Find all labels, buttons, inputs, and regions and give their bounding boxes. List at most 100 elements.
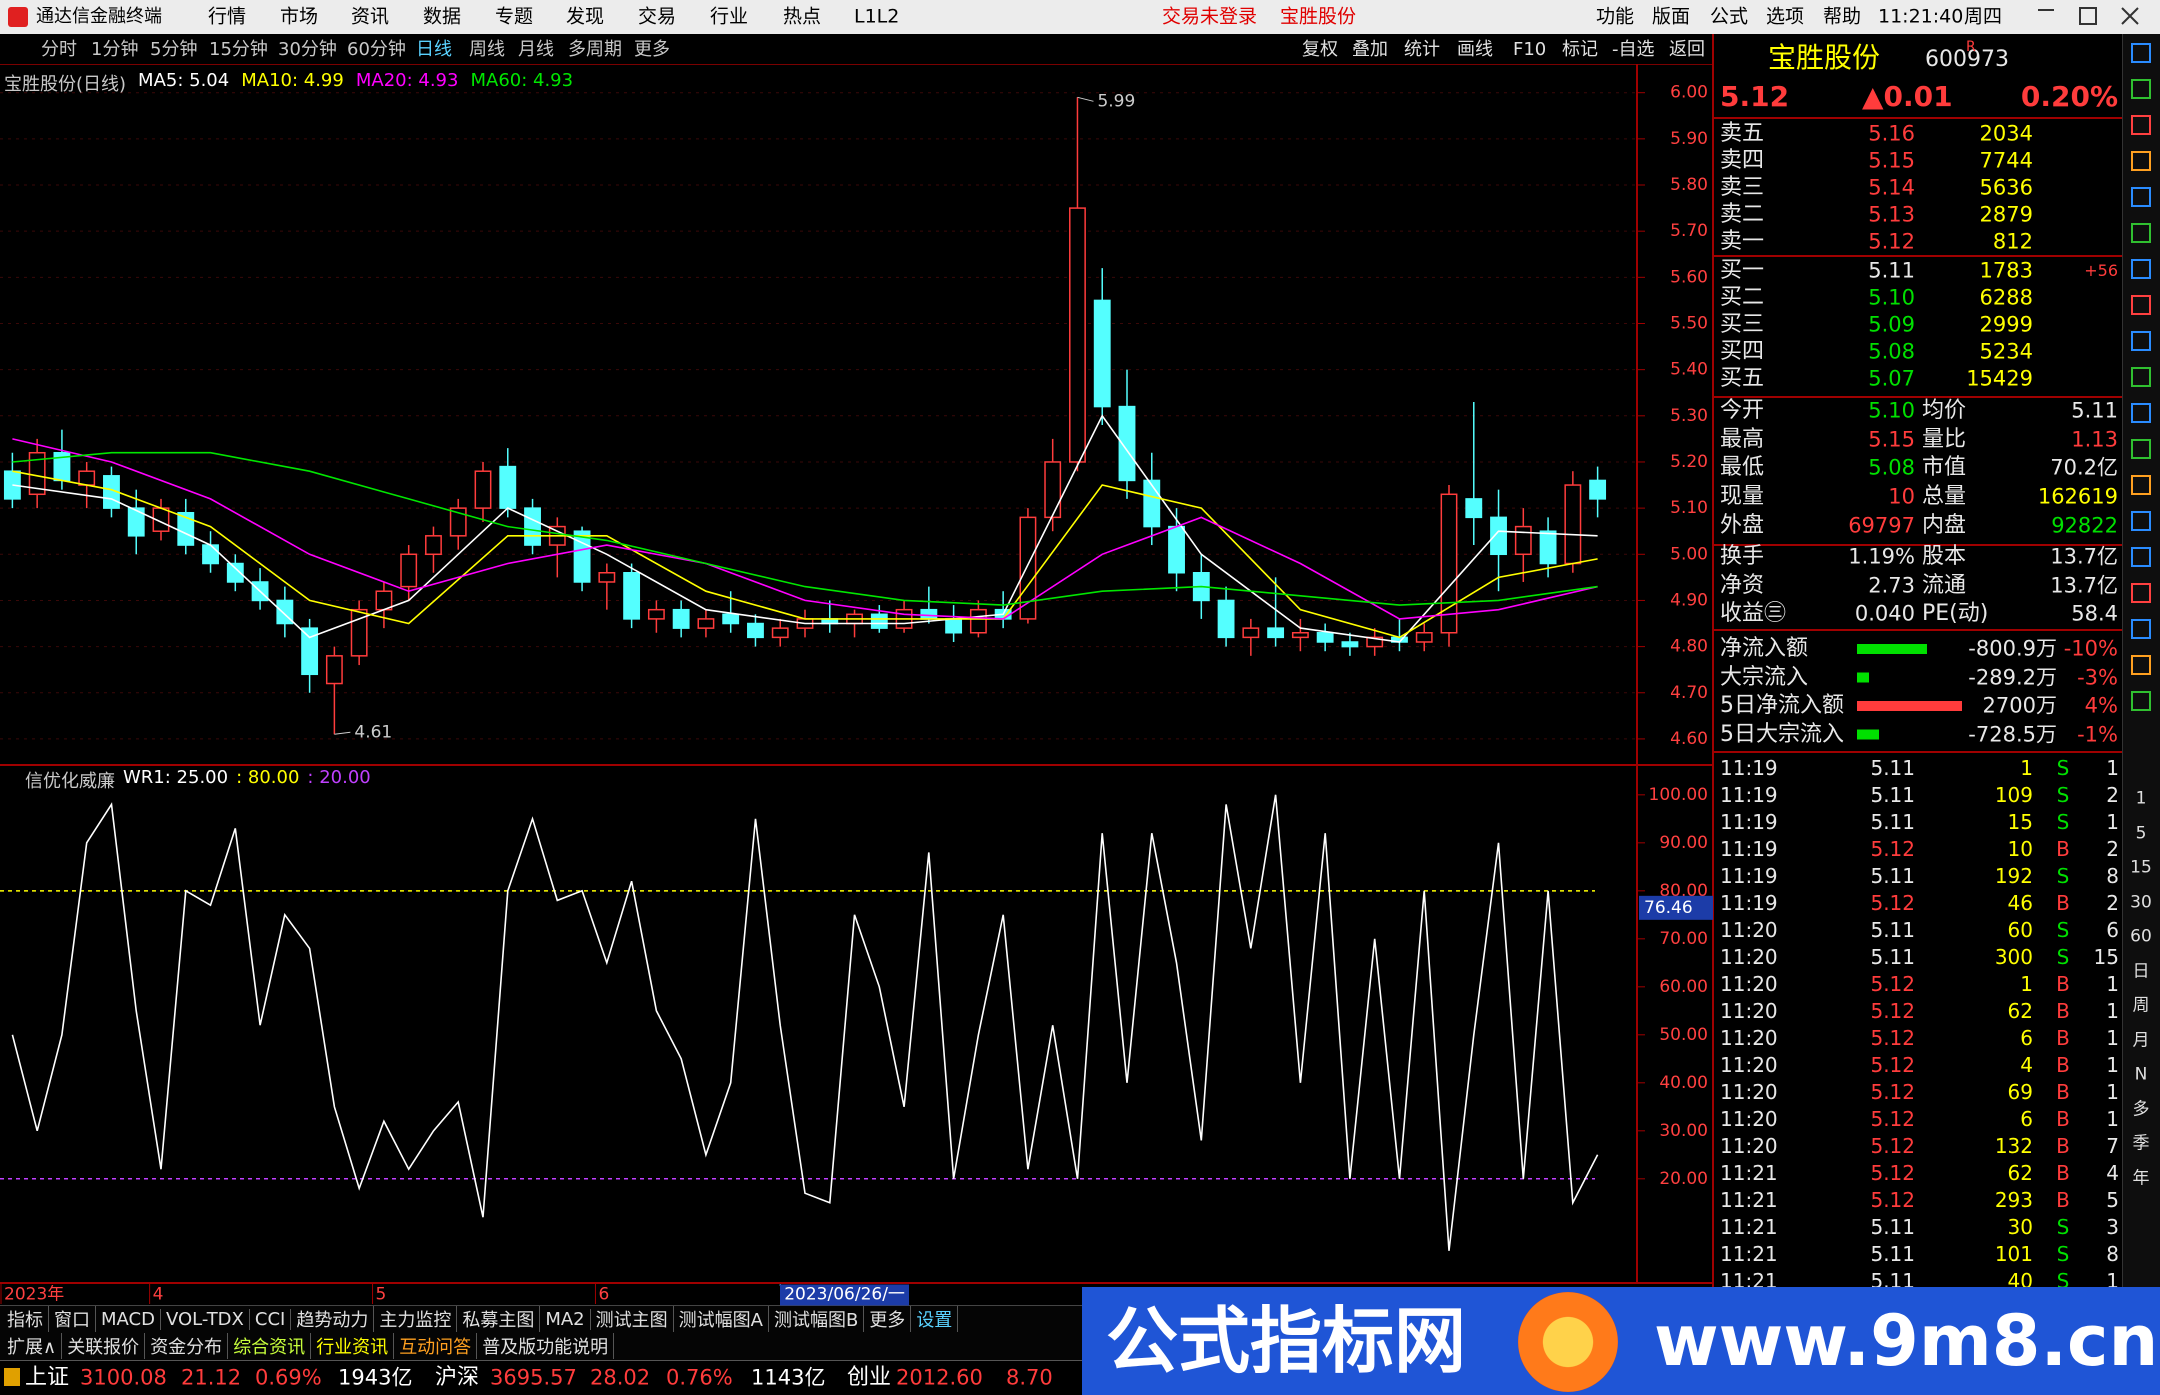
period-shortcut[interactable]: 15 (2130, 857, 2152, 878)
flow-value: -289.2万 (1968, 665, 2057, 689)
tick-side: B (2056, 891, 2070, 915)
tab[interactable]: 普及版功能说明 (477, 1333, 615, 1359)
period-shortcut[interactable]: 多 (2132, 1099, 2150, 1119)
period-button[interactable]: 60分钟 (347, 39, 406, 60)
period-shortcut[interactable]: 日 (2132, 961, 2150, 981)
tab[interactable]: 行业资讯 (311, 1333, 395, 1359)
tab[interactable]: MA2 (540, 1308, 591, 1330)
menu-item[interactable]: 帮助 (1823, 5, 1862, 28)
period-shortcut[interactable]: 季 (2132, 1133, 2150, 1154)
menu-item[interactable]: 资讯 (351, 5, 390, 28)
tab[interactable]: 资金分布 (145, 1333, 229, 1359)
tick-price: 5.11 (1870, 810, 1915, 834)
maximize-button[interactable] (2079, 7, 2097, 25)
tool-button[interactable]: F10 (1513, 39, 1547, 60)
tab[interactable]: 趋势动力 (291, 1306, 375, 1332)
tab[interactable]: 综合资讯 (228, 1333, 312, 1359)
tick-count: 5 (2106, 1188, 2119, 1212)
tick-volume: 1 (2020, 756, 2033, 780)
tab[interactable]: 指标 (2, 1306, 49, 1332)
flow-bar (1857, 701, 1962, 711)
tab[interactable]: 测试幅图A (674, 1306, 769, 1332)
period-shortcut[interactable]: 1 (2135, 788, 2147, 809)
period-shortcut[interactable]: 60 (2130, 926, 2152, 947)
tick-count: 2 (2106, 783, 2119, 807)
tick-side: B (2056, 1107, 2070, 1131)
menu-item[interactable]: 热点 (783, 5, 822, 28)
close-button[interactable] (2121, 7, 2139, 25)
period-button[interactable]: 多周期 (568, 39, 622, 60)
tool-button[interactable]: 画线 (1457, 39, 1493, 60)
tab[interactable]: 关联报价 (62, 1333, 146, 1359)
menu-item[interactable]: 行业 (710, 5, 749, 28)
tab[interactable]: MACD (96, 1308, 161, 1330)
indicator-legend: 信优化威廉 WR1: 25.00: 80.00: 20.00 (25, 767, 371, 793)
tick-price: 5.12 (1870, 1134, 1915, 1158)
period-shortcut[interactable]: 年 (2132, 1168, 2150, 1188)
period-button[interactable]: 更多 (634, 39, 670, 60)
menu-item[interactable]: L1L2 (854, 5, 900, 28)
side-icon (2131, 511, 2151, 531)
menu-item[interactable]: 数据 (423, 5, 462, 28)
period-button[interactable]: 分时 (41, 39, 77, 60)
menu-item[interactable]: 行情 (208, 5, 247, 28)
ma-line (12, 414, 1598, 643)
period-button[interactable]: 30分钟 (278, 39, 337, 60)
period-button[interactable]: 周线 (469, 39, 505, 60)
menu-item[interactable]: 公式 (1710, 5, 1749, 28)
period-shortcut[interactable]: 周 (2132, 995, 2150, 1016)
tab[interactable]: 主力监控 (374, 1306, 458, 1332)
stat-label: 外盘 (1720, 512, 1765, 538)
candle-body (3, 470, 21, 500)
menu-item[interactable]: 版面 (1652, 5, 1691, 28)
tick-side: S (2056, 945, 2070, 969)
minimize-button[interactable] (2038, 9, 2054, 11)
menu-item[interactable]: 专题 (495, 5, 534, 28)
menu-item[interactable]: 选项 (1766, 5, 1805, 28)
period-button[interactable]: 15分钟 (209, 39, 268, 60)
ask-volume: 2879 (1979, 202, 2033, 227)
tab[interactable]: VOL-TDX (161, 1308, 250, 1330)
menu-item[interactable]: 交易 (638, 5, 677, 28)
side-icon (2131, 331, 2151, 351)
period-button[interactable]: 月线 (518, 39, 554, 60)
period-button[interactable]: 日线 (416, 39, 452, 60)
tab[interactable]: 设置 (911, 1306, 959, 1332)
tool-button[interactable]: 返回 (1669, 39, 1705, 60)
tab[interactable]: 更多 (864, 1306, 912, 1332)
tab[interactable]: 私募主图 (457, 1306, 541, 1332)
status-text[interactable]: 宝胜股份 (1280, 5, 1357, 28)
tab[interactable]: 测试幅图B (769, 1306, 865, 1332)
menu-item[interactable]: 功能 (1596, 5, 1635, 28)
period-shortcut[interactable]: 30 (2130, 892, 2152, 912)
period-button[interactable]: 5分钟 (150, 39, 198, 60)
period-button[interactable]: 1分钟 (91, 39, 139, 60)
tool-button[interactable]: 统计 (1404, 39, 1440, 60)
tool-button[interactable]: -自选 (1612, 39, 1655, 60)
ask-label: 卖一 (1720, 229, 1765, 254)
tick-side: S (2056, 1269, 2070, 1293)
period-shortcut[interactable]: 月 (2132, 1030, 2150, 1050)
tool-button[interactable]: 复权 (1302, 39, 1338, 60)
tick-side: B (2056, 1134, 2070, 1158)
tab[interactable]: 窗口 (49, 1306, 96, 1332)
tab[interactable]: 测试主图 (591, 1306, 674, 1332)
tool-button[interactable]: 标记 (1562, 39, 1598, 60)
status-text[interactable]: 交易未登录 (1162, 5, 1258, 28)
tab[interactable]: CCI (250, 1308, 292, 1330)
tick-time: 11:20 (1720, 918, 1778, 942)
tick-side: S (2056, 756, 2070, 780)
y-tick-label: 20.00 (1659, 1169, 1708, 1189)
tool-button[interactable]: 叠加 (1352, 39, 1388, 60)
period-shortcut[interactable]: N (2134, 1064, 2148, 1085)
candle-body (1267, 627, 1285, 639)
menu-item[interactable]: 市场 (280, 5, 319, 28)
menu-item[interactable]: 发现 (566, 5, 605, 28)
candle-body (1168, 525, 1185, 574)
period-shortcut[interactable]: 5 (2135, 823, 2147, 843)
tab[interactable]: 互动问答 (394, 1333, 478, 1359)
flow-value: 2700万 (1982, 693, 2057, 718)
legend-entry: MA10: 4.99 (241, 70, 344, 91)
candle-body (1589, 479, 1607, 500)
tab[interactable]: 扩展∧ (2, 1333, 63, 1359)
